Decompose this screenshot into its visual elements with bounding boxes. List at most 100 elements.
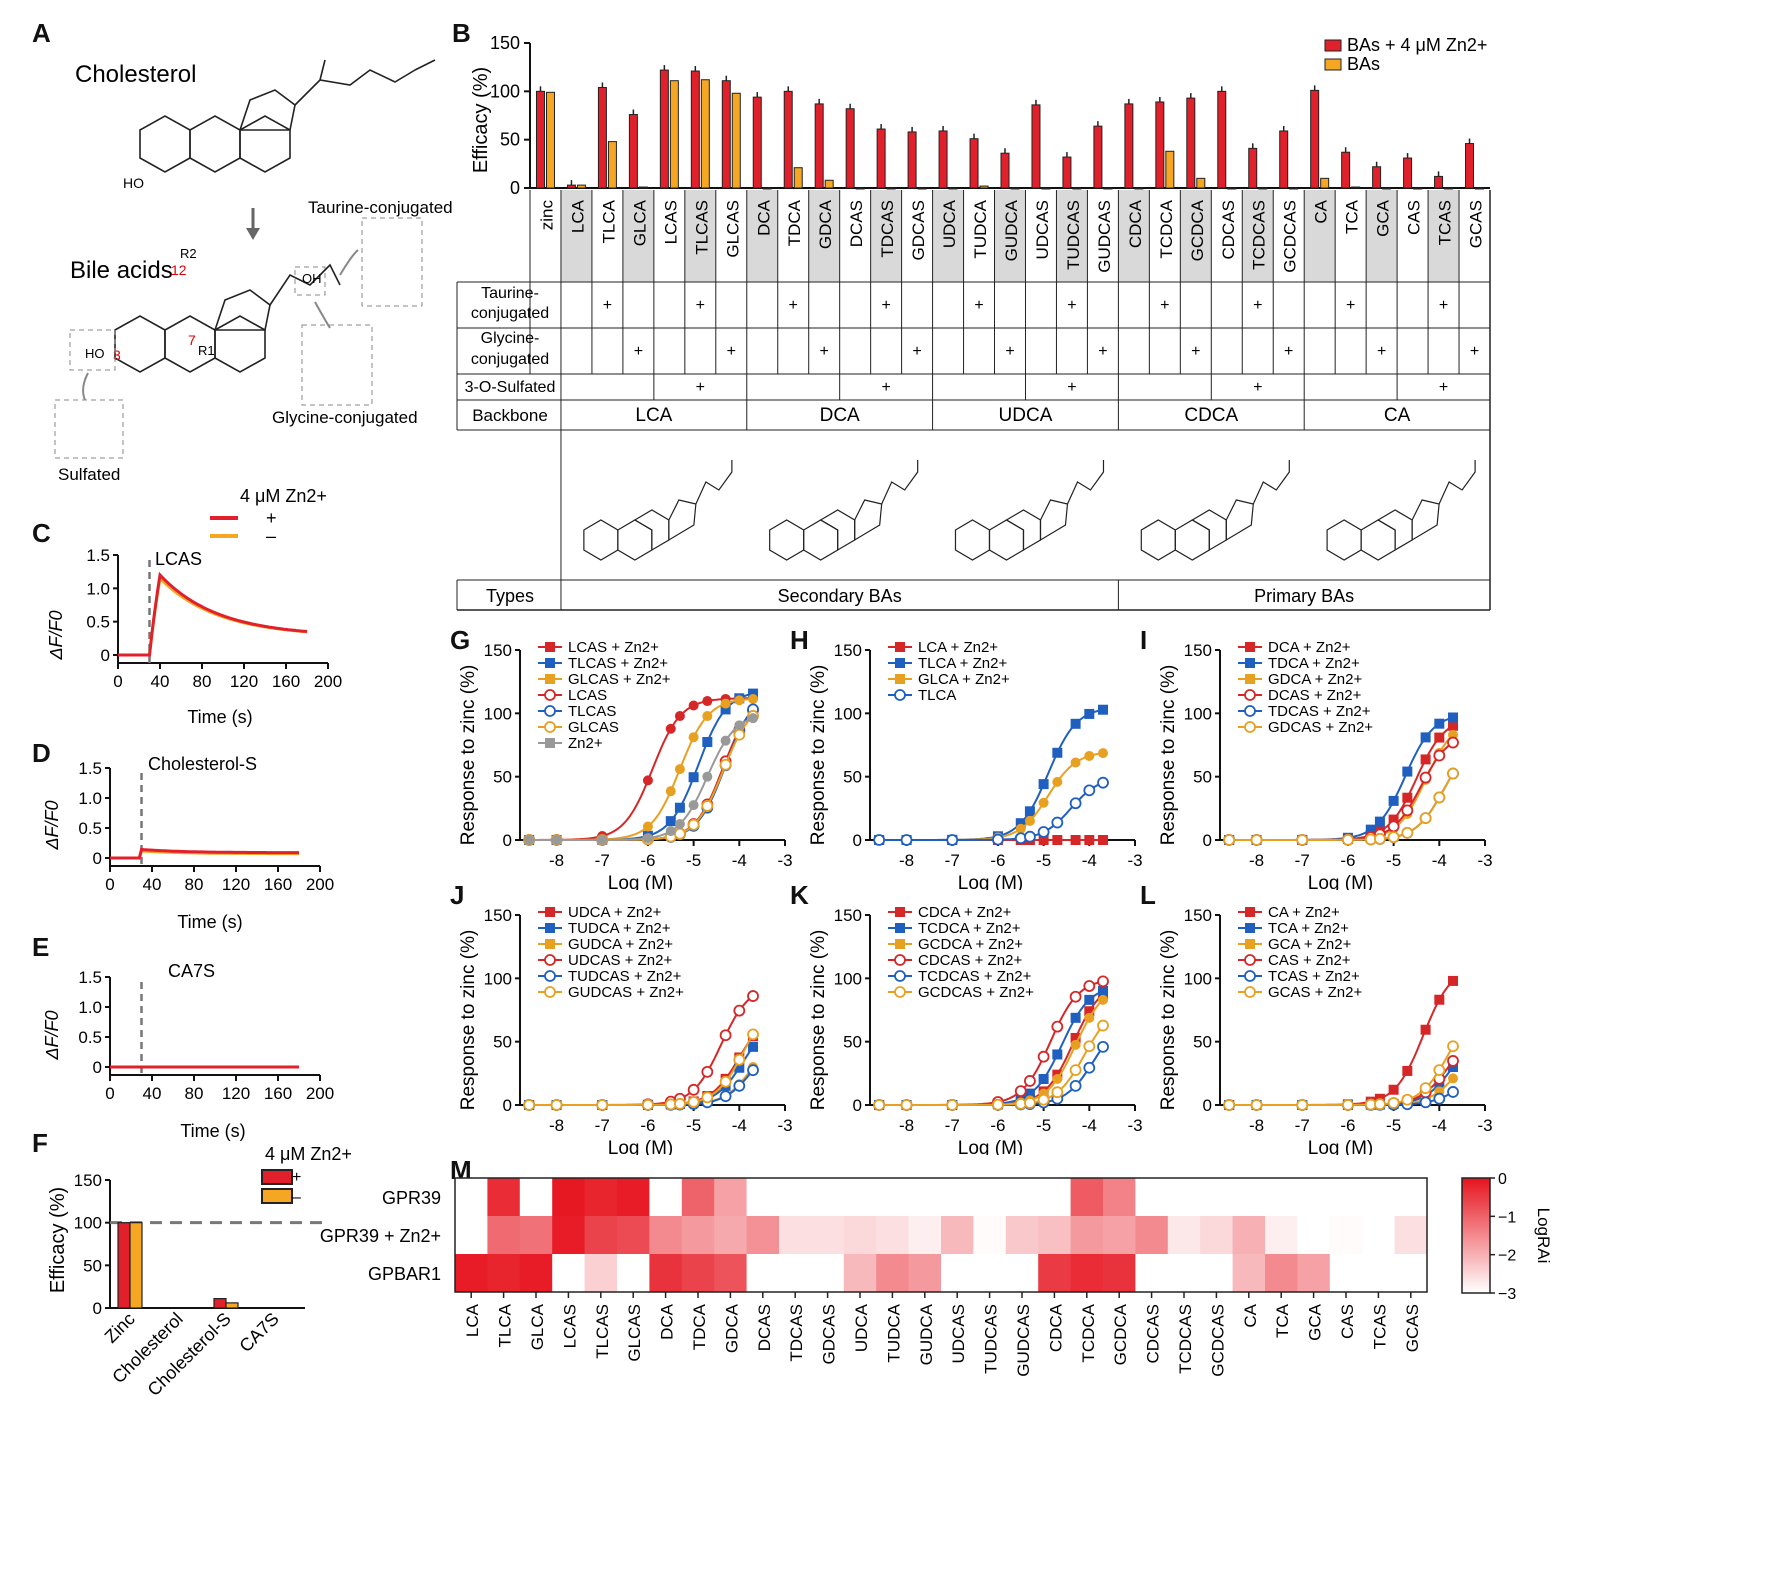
b-compound-name: CDCAS	[1219, 200, 1238, 260]
heatmap-cell	[552, 1216, 586, 1255]
dose-point	[1070, 1012, 1081, 1023]
dose-point	[1433, 1092, 1446, 1105]
dose-point	[688, 800, 699, 811]
dose-y-tick-label: 150	[484, 641, 512, 660]
heatmap-cell	[487, 1216, 521, 1255]
b-plus-glycine: +	[1377, 343, 1386, 360]
trace-x-tick-label: 160	[264, 1084, 292, 1103]
f-category-label: Zinc	[101, 1309, 139, 1347]
f-category-label: CA7S	[235, 1309, 282, 1356]
heatmap-col-label: TUDCAS	[982, 1304, 1001, 1374]
panel-f-ylabel: Efficacy (%)	[47, 1187, 69, 1293]
heatmap-cell	[811, 1216, 845, 1255]
legend-label: TLCAS	[568, 703, 616, 720]
dose-y-tick-label: 100	[834, 969, 862, 988]
side-chain	[695, 460, 733, 505]
b-compound-name: GCDCA	[1188, 199, 1207, 261]
side-chain	[1438, 460, 1476, 505]
legend-marker	[1245, 923, 1255, 933]
dose-point	[1374, 816, 1385, 827]
heatmap-cell	[1232, 1254, 1266, 1293]
heatmap-cell	[973, 1216, 1007, 1255]
heatmap-cell	[1200, 1178, 1234, 1217]
heatmap-cell	[1005, 1178, 1039, 1217]
glycine-box	[301, 324, 373, 406]
b-bar-zinc	[1093, 125, 1103, 189]
trace-y-tick-label: 0	[93, 849, 102, 868]
b-plus-taurine: +	[1253, 297, 1262, 314]
dose-y-tick-label: 0	[853, 831, 862, 850]
b-bar-zinc	[1279, 130, 1289, 189]
dose-y-tick-label: 100	[484, 969, 512, 988]
trace-with-zinc	[118, 571, 308, 657]
panel-b-ylabel: Efficacy (%)	[470, 67, 492, 173]
dose-x-tick-label: -6	[1340, 1116, 1355, 1135]
legend-marker	[545, 939, 555, 949]
b-bar-zinc	[876, 128, 886, 189]
heatmap-cell	[617, 1254, 650, 1293]
b-row-label-backbone: Backbone	[472, 406, 548, 425]
trace-y-tick-label: 1.0	[78, 789, 102, 808]
b-name-shade	[994, 190, 1026, 282]
b-compound-name: GDCAS	[909, 200, 928, 260]
b-bar-zinc	[721, 80, 731, 189]
dose-point	[1419, 1096, 1432, 1109]
f-y-tick-label: 150	[74, 1171, 102, 1190]
legend-label: LCA + Zn2+	[918, 639, 998, 656]
legend-label: TLCA	[918, 687, 956, 704]
b-compound-name: GCDCAS	[1281, 200, 1300, 273]
b-bar-zinc	[969, 138, 979, 189]
legend-marker	[895, 939, 905, 949]
heatmap-cell	[1329, 1216, 1363, 1255]
b-compound-name: TLCA	[599, 199, 618, 243]
dose-y-tick-label: 50	[1193, 1033, 1212, 1052]
heatmap-cell	[746, 1254, 780, 1293]
dose-point	[1374, 833, 1386, 845]
b-compound-name: LCAS	[661, 200, 680, 244]
dose-point	[1098, 835, 1109, 845]
heatmap-col-label: TCDCAS	[1176, 1304, 1195, 1374]
legend-label: CDCA + Zn2+	[918, 904, 1012, 921]
legend-label: LCAS + Zn2+	[568, 639, 659, 656]
legend-marker	[1245, 939, 1255, 949]
dose-point	[1434, 718, 1445, 729]
dose-point	[733, 728, 746, 741]
dose-point	[1069, 797, 1082, 810]
panel-c-axes: 0 0.5 1.0 1.5 0 40 80 120 160 200	[86, 546, 342, 691]
heatmap-col-label: DCAS	[755, 1304, 774, 1351]
trace-y-tick-label: 0	[93, 1058, 102, 1077]
trace-without-zinc	[118, 575, 308, 657]
b-plus-sulfated: +	[881, 379, 890, 396]
dose-point	[688, 732, 699, 743]
dose-point	[665, 723, 676, 734]
legend-marker	[895, 923, 905, 933]
dose-point	[701, 800, 714, 812]
heatmap-col-label: GUDCA	[917, 1303, 936, 1365]
dose-point	[1402, 792, 1413, 803]
side-chain	[1252, 460, 1290, 505]
b-backbone-name: UDCA	[999, 405, 1053, 426]
b-bar-bas	[638, 186, 648, 189]
b-type-primary: Primary BAs	[1254, 586, 1354, 606]
legend-marker	[544, 705, 556, 717]
heatmap-cell	[681, 1178, 715, 1217]
f-bar-nozinc	[129, 1222, 143, 1309]
dose-y-tick-label: 150	[484, 906, 512, 925]
legend-marker	[894, 986, 906, 998]
dose-point	[674, 827, 686, 840]
dose-point	[1084, 1006, 1095, 1017]
ring-d	[1039, 499, 1069, 542]
panel-letter-j: J	[450, 880, 465, 910]
dose-point	[1070, 835, 1081, 845]
heatmap-cell	[779, 1216, 812, 1255]
legend-label: GCA + Zn2+	[1268, 936, 1352, 953]
dose-point	[1448, 720, 1459, 731]
panel-c-legend-title: 4 μM Zn2+	[240, 486, 327, 506]
bile-oh: OH	[302, 271, 322, 286]
glycine-label: Glycine-conjugated	[272, 408, 418, 427]
heatmap-cell	[876, 1254, 910, 1293]
heatmap-cell	[1232, 1216, 1266, 1255]
dose-x-tick-label: -8	[1249, 1116, 1264, 1135]
ring-c	[1376, 509, 1413, 552]
ring-b	[988, 519, 1025, 561]
